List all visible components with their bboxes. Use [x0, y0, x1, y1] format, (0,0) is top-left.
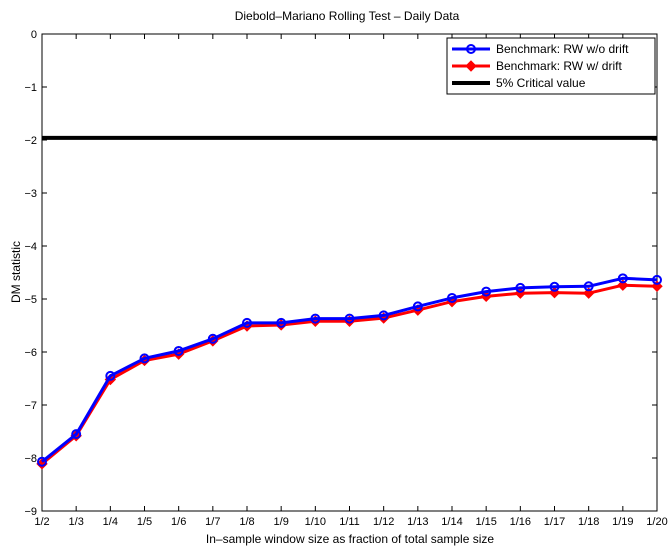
y-tick-label: −7 — [24, 400, 37, 412]
data-point-rw-without-drift — [139, 353, 150, 364]
axis-ticks: 0 −1 −2 −3 −4 −5 −6 −7 −8 −91/2 1/3 1/4 1/5 1/6 1/7 1/8… — [24, 29, 667, 528]
legend-marker-rw-without-drift — [466, 44, 476, 54]
x-axis-label: In–sample window size as fraction of tot… — [206, 532, 494, 546]
data-point-rw-without-drift — [344, 313, 355, 324]
x-tick-label: 1/2 — [34, 516, 49, 528]
x-tick-label: 1/19 — [612, 516, 633, 528]
legend-label-rw-with-drift: Benchmark: RW w/ drift — [496, 59, 622, 73]
x-tick-label: 1/3 — [69, 516, 84, 528]
x-tick-label: 1/15 — [475, 516, 496, 528]
y-tick-label: −1 — [24, 82, 37, 94]
legend-marker-rw-with-drift — [465, 60, 477, 72]
y-tick-label: −3 — [24, 188, 37, 200]
y-tick-label: −9 — [24, 506, 37, 518]
series-line-rw-without-drift — [41, 276, 658, 463]
y-tick-label: −6 — [24, 347, 37, 359]
x-tick-label: 1/18 — [578, 516, 599, 528]
data-point-rw-without-drift — [549, 281, 560, 292]
data-point-rw-without-drift — [310, 313, 321, 324]
x-tick-label: 1/17 — [544, 516, 565, 528]
y-tick-label: −8 — [24, 453, 37, 465]
x-tick-label: 1/12 — [373, 516, 394, 528]
data-point-rw-without-drift — [378, 310, 389, 321]
legend-label-critical-value: 5% Critical value — [496, 76, 586, 90]
data-point-rw-without-drift — [583, 281, 594, 292]
legend-entries: Benchmark: RW w/o drift Benchmark: RW w/ … — [452, 42, 629, 90]
x-tick-label: 1/10 — [305, 516, 326, 528]
data-point-rw-without-drift — [207, 333, 218, 344]
y-tick-label: −4 — [24, 241, 37, 253]
chart-title: Diebold–Mariano Rolling Test – Daily Dat… — [235, 9, 460, 23]
x-tick-label: 1/9 — [274, 516, 289, 528]
data-point-rw-without-drift — [447, 292, 457, 303]
data-point-rw-without-drift — [412, 301, 423, 312]
x-tick-label: 1/6 — [171, 516, 186, 528]
data-point-rw-with-drift — [582, 287, 595, 299]
data-point-rw-without-drift — [37, 456, 47, 467]
x-tick-label: 1/8 — [239, 516, 254, 528]
y-axis-label: DM statistic — [9, 241, 23, 303]
x-tick-label: 1/20 — [646, 516, 667, 528]
x-tick-label: 1/5 — [137, 516, 152, 528]
data-point-rw-without-drift — [71, 429, 82, 440]
y-tick-label: −5 — [24, 294, 37, 306]
data-point-rw-without-drift — [652, 274, 662, 285]
x-tick-label: 1/14 — [441, 516, 462, 528]
x-tick-label: 1/16 — [510, 516, 531, 528]
series-group — [36, 273, 663, 470]
x-tick-label: 1/11 — [339, 516, 360, 528]
y-tick-label: 0 — [31, 29, 37, 41]
data-point-rw-without-drift — [617, 273, 628, 284]
data-point-rw-with-drift — [617, 279, 629, 291]
y-tick-label: −2 — [24, 135, 37, 147]
data-point-rw-without-drift — [515, 282, 526, 293]
data-point-rw-without-drift — [173, 345, 184, 356]
x-tick-label: 1/4 — [103, 516, 118, 528]
data-point-rw-without-drift — [105, 370, 116, 381]
x-tick-label: 1/13 — [407, 516, 428, 528]
data-point-rw-without-drift — [276, 317, 287, 328]
legend: Benchmark: RW w/o drift Benchmark: RW w/ … — [446, 37, 656, 95]
plot-frame — [41, 33, 658, 512]
legend-label-rw-without-drift: Benchmark: RW w/o drift — [496, 42, 629, 56]
plot-area: 0 −1 −2 −3 −4 −5 −6 −7 −8 −91/2 1/3 1/4 1/5 1/6 1/7 1/8… — [24, 29, 667, 528]
data-point-rw-without-drift — [481, 286, 492, 297]
data-point-rw-without-drift — [242, 317, 252, 328]
x-tick-label: 1/7 — [205, 516, 220, 528]
